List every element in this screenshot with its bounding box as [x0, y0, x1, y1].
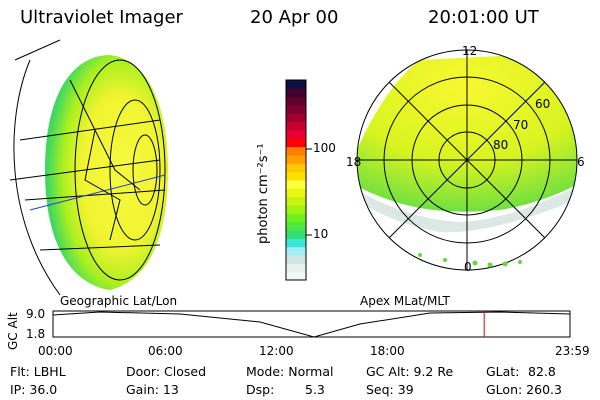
colorbar-segment [286, 196, 306, 206]
colorbar-frame [285, 79, 307, 281]
instrument-title: Ultraviolet Imager [20, 7, 183, 28]
glat-label: GLat: [486, 364, 520, 379]
colorbar-tick-100: 100 [313, 141, 336, 155]
lat-label-60: 60 [535, 97, 551, 111]
polar-plot [356, 49, 578, 271]
colorbar-segment [286, 138, 306, 148]
colorbar-segment [286, 205, 306, 214]
date-label: 20 Apr 00 [250, 7, 339, 28]
colorbar-segment [286, 180, 306, 189]
gain: Gain: 13 [126, 382, 179, 397]
colorbar-segment [286, 96, 306, 106]
colorbar-segment [286, 188, 306, 198]
glat-value: 82.8 [528, 364, 556, 379]
colorbar-segment [286, 255, 306, 264]
colorbar-segment [286, 88, 306, 98]
colorbar-segment [286, 113, 306, 123]
x-tick: 18:00 [370, 344, 405, 358]
colorbar-segment [286, 155, 306, 164]
altitude-timeline [52, 310, 571, 338]
y-tick-max: 9.0 [26, 307, 46, 321]
mlt-label-0: 0 [464, 260, 472, 274]
geographic-label: Geographic Lat/Lon [60, 294, 178, 308]
colorbar-segment [286, 221, 306, 231]
colorbar-segment [286, 121, 306, 131]
seq: Seq: 39 [366, 382, 414, 397]
mlt-label-6: 6 [577, 155, 585, 169]
colorbar-segment [286, 213, 306, 223]
colorbar-segment [286, 80, 306, 89]
mlt-label-18: 18 [346, 155, 362, 169]
gc-alt: GC Alt: 9.2 Re [366, 364, 454, 379]
dsp-label: Dsp: [246, 382, 275, 397]
globe-image [9, 39, 168, 296]
x-tick: 00:00 [38, 344, 73, 358]
apex-label: Apex MLat/MLT [360, 294, 450, 308]
filter: Flt: LBHL [10, 364, 66, 379]
door: Door: Closed [126, 364, 207, 379]
colorbar-segment [286, 263, 306, 273]
colorbar-segment [286, 163, 306, 173]
mlt-label-12: 12 [462, 44, 478, 58]
colorbar-segment [286, 146, 306, 156]
y-axis-label: GC Alt [6, 312, 20, 350]
x-tick: 23:59 [555, 344, 590, 358]
glon: GLon: 260.3 [486, 382, 562, 397]
colorbar-segment [286, 238, 306, 248]
dsp-value: 5.3 [305, 382, 325, 397]
time-label: 20:01:00 UT [428, 7, 539, 28]
colorbar-segment [286, 230, 306, 239]
y-tick-min: 1.8 [26, 327, 46, 341]
colorbar [285, 79, 307, 281]
colorbar-segment [286, 246, 306, 256]
x-tick: 12:00 [259, 344, 294, 358]
colorbar-segment [286, 171, 306, 181]
colorbar-tick-10: 10 [313, 227, 329, 241]
lat-label-70: 70 [513, 118, 529, 132]
ip: IP: 36.0 [10, 382, 58, 397]
colorbar-segment [286, 271, 306, 281]
mode: Mode: Normal [246, 364, 334, 379]
colorbar-label: photon cm⁻²s⁻¹ [256, 143, 271, 244]
colorbar-segment [286, 105, 306, 114]
lat-label-80: 80 [493, 138, 509, 152]
x-tick: 06:00 [148, 344, 183, 358]
colorbar-segment [286, 130, 306, 139]
